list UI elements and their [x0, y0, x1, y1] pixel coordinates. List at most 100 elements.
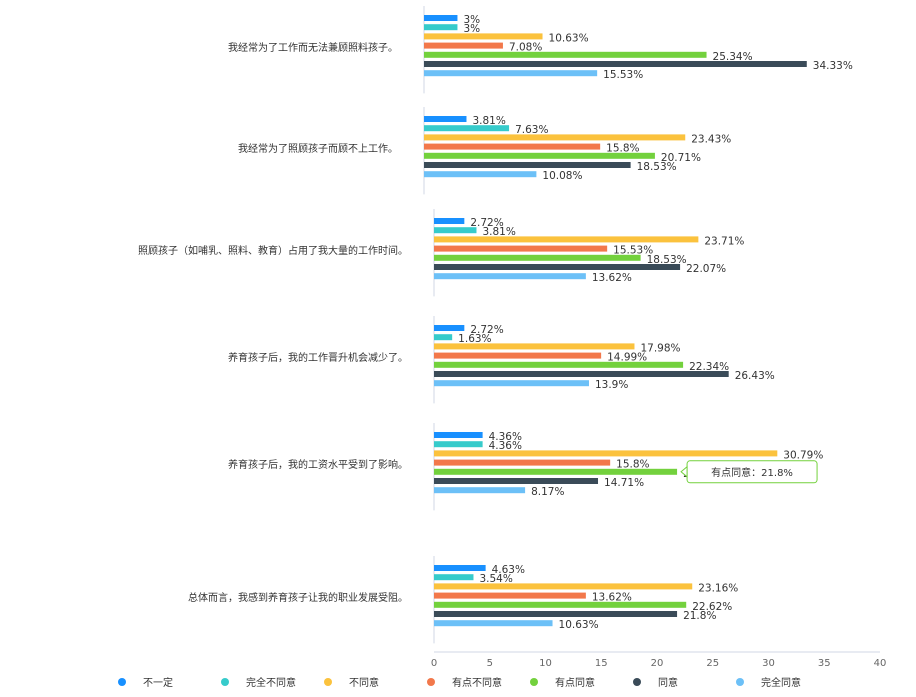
legend-label: 不一定	[143, 676, 173, 689]
bar[interactable]	[434, 450, 778, 457]
data-label: 15.8%	[606, 143, 639, 155]
bar[interactable]	[424, 42, 503, 49]
bar[interactable]	[434, 334, 453, 341]
bar[interactable]	[424, 171, 537, 178]
bar[interactable]	[434, 592, 586, 599]
legend-label: 有点不同意	[452, 676, 502, 689]
data-label: 17.98%	[640, 342, 680, 354]
data-label: 25.34%	[713, 51, 753, 63]
legend-marker[interactable]	[427, 678, 435, 686]
data-label: 3%	[463, 14, 480, 26]
data-label: 20.71%	[661, 152, 701, 164]
bar[interactable]	[424, 33, 543, 40]
data-label: 13.62%	[592, 272, 632, 284]
bar[interactable]	[434, 254, 641, 261]
category-label: 照顾孩子（如哺乳、照料、教育）占用了我大量的工作时间。	[138, 244, 408, 257]
data-label: 22.34%	[689, 361, 729, 373]
data-label: 13.62%	[592, 592, 632, 604]
bar[interactable]	[434, 227, 477, 234]
bar[interactable]	[434, 236, 699, 243]
category-label: 我经常为了工作而无法兼顾照料孩子。	[228, 41, 398, 54]
x-tick-label: 0	[431, 658, 437, 669]
legend-marker[interactable]	[736, 678, 744, 686]
legend-label: 完全同意	[761, 676, 801, 689]
bar[interactable]	[434, 380, 589, 387]
data-label: 4.36%	[489, 431, 522, 443]
bar[interactable]	[434, 264, 681, 270]
legend-marker[interactable]	[118, 678, 126, 686]
data-label: 14.71%	[604, 477, 644, 489]
x-tick-label: 10	[539, 658, 552, 669]
legend-marker[interactable]	[530, 678, 538, 686]
bar[interactable]	[434, 601, 687, 608]
bar[interactable]	[434, 245, 608, 252]
x-tick-label: 40	[874, 658, 887, 669]
bar[interactable]	[434, 441, 483, 448]
bar[interactable]	[434, 468, 678, 475]
data-label: 18.53%	[637, 161, 677, 173]
data-label: 8.17%	[531, 486, 564, 498]
x-tick-label: 30	[762, 658, 775, 669]
bar[interactable]	[434, 218, 465, 224]
bar[interactable]	[434, 487, 526, 494]
bar[interactable]	[424, 24, 458, 31]
data-label: 15.53%	[603, 69, 643, 81]
legend-marker[interactable]	[221, 678, 229, 686]
x-tick-label: 35	[818, 658, 831, 669]
data-label: 15.8%	[616, 459, 649, 471]
bar[interactable]	[424, 134, 686, 141]
data-label: 4.36%	[489, 440, 522, 452]
category-label: 总体而言，我感到养育孩子让我的职业发展受阻。	[188, 591, 408, 604]
data-label: 10.63%	[559, 619, 599, 631]
data-label: 23.43%	[691, 133, 731, 145]
bar[interactable]	[424, 15, 458, 21]
category-label: 我经常为了照顾孩子而顾不上工作。	[238, 142, 398, 155]
legend-marker[interactable]	[324, 678, 332, 686]
data-label: 22.07%	[686, 263, 726, 275]
bar[interactable]	[434, 459, 611, 466]
category-label: 养育孩子后，我的工资水平受到了影响。	[228, 458, 408, 471]
x-tick-label: 5	[487, 658, 493, 669]
bar[interactable]	[424, 61, 807, 67]
tooltip-pointer	[680, 465, 688, 478]
bar[interactable]	[434, 371, 729, 377]
data-label: 3.81%	[482, 226, 515, 238]
bar[interactable]	[424, 152, 655, 159]
data-label: 7.08%	[509, 42, 542, 54]
data-label: 7.63%	[515, 124, 548, 136]
legend-label: 有点同意	[555, 676, 595, 689]
bar[interactable]	[424, 70, 598, 77]
bar[interactable]	[434, 273, 586, 280]
bar[interactable]	[434, 325, 465, 331]
bar[interactable]	[434, 583, 693, 590]
legend-label: 不同意	[349, 676, 379, 689]
bar[interactable]	[434, 343, 635, 350]
data-label: 3.54%	[479, 573, 512, 585]
bar[interactable]	[434, 432, 483, 438]
bar[interactable]	[424, 51, 707, 58]
data-label: 3%	[463, 23, 480, 35]
data-label: 1.63%	[458, 333, 491, 345]
bar[interactable]	[434, 565, 486, 571]
data-label: 10.63%	[549, 32, 589, 44]
data-label: 22.62%	[692, 601, 732, 613]
bar[interactable]	[424, 162, 631, 168]
data-label: 30.79%	[783, 449, 823, 461]
legend-label: 同意	[658, 676, 678, 689]
bar[interactable]	[434, 352, 602, 359]
legend-marker[interactable]	[633, 678, 641, 686]
bar[interactable]	[424, 143, 601, 150]
bar[interactable]	[434, 478, 599, 484]
x-tick-label: 15	[595, 658, 608, 669]
data-label: 23.71%	[704, 235, 744, 247]
bar[interactable]	[434, 574, 474, 581]
bar[interactable]	[424, 125, 510, 132]
bar[interactable]	[424, 116, 467, 122]
bar[interactable]	[434, 611, 678, 617]
bar[interactable]	[434, 620, 553, 627]
data-label: 21.8%	[683, 610, 716, 622]
x-tick-label: 20	[651, 658, 664, 669]
bar[interactable]	[434, 361, 684, 368]
